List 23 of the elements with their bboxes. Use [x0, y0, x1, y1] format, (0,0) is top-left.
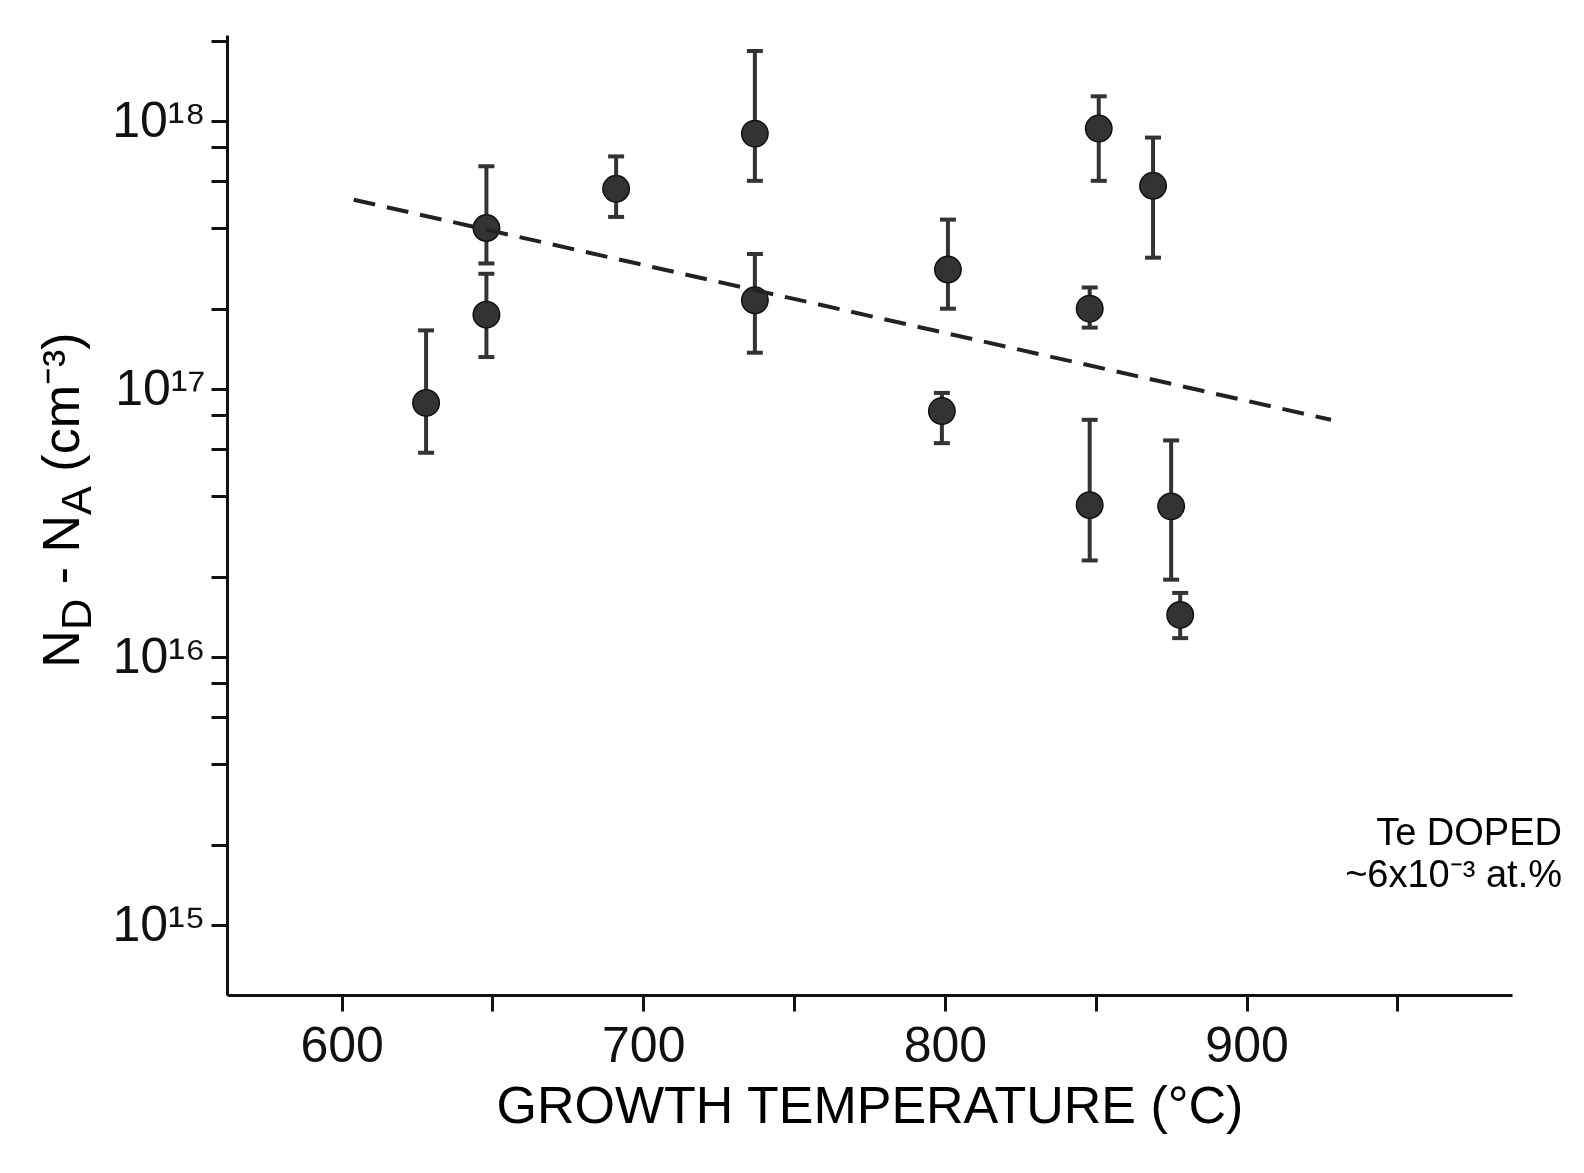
point — [412, 388, 441, 417]
y-tick-label: 10¹⁵ — [112, 895, 206, 952]
point — [1075, 491, 1104, 520]
annotation: Te DOPED ~6x10⁻³ at.% — [1345, 811, 1562, 896]
y-tick-label: 10¹⁸ — [112, 91, 206, 148]
y-tick-label: 10¹⁷ — [115, 359, 206, 416]
point — [602, 174, 631, 203]
x-tick-label: 800 — [903, 1016, 988, 1073]
point — [1084, 114, 1113, 143]
point — [472, 300, 501, 329]
x-tick-label: 900 — [1205, 1016, 1289, 1073]
x-axis-title: GROWTH TEMPERATURE (°C) — [496, 1075, 1244, 1134]
point — [933, 255, 962, 284]
point — [927, 397, 956, 426]
point — [1157, 492, 1186, 521]
point — [740, 119, 769, 148]
x-tick-label: 600 — [300, 1016, 384, 1073]
point — [740, 286, 769, 315]
point — [1139, 171, 1168, 200]
x-tick-label: 700 — [602, 1016, 686, 1073]
point — [1166, 601, 1195, 629]
y-tick-label: 10¹⁶ — [112, 627, 206, 684]
point — [1075, 294, 1104, 323]
